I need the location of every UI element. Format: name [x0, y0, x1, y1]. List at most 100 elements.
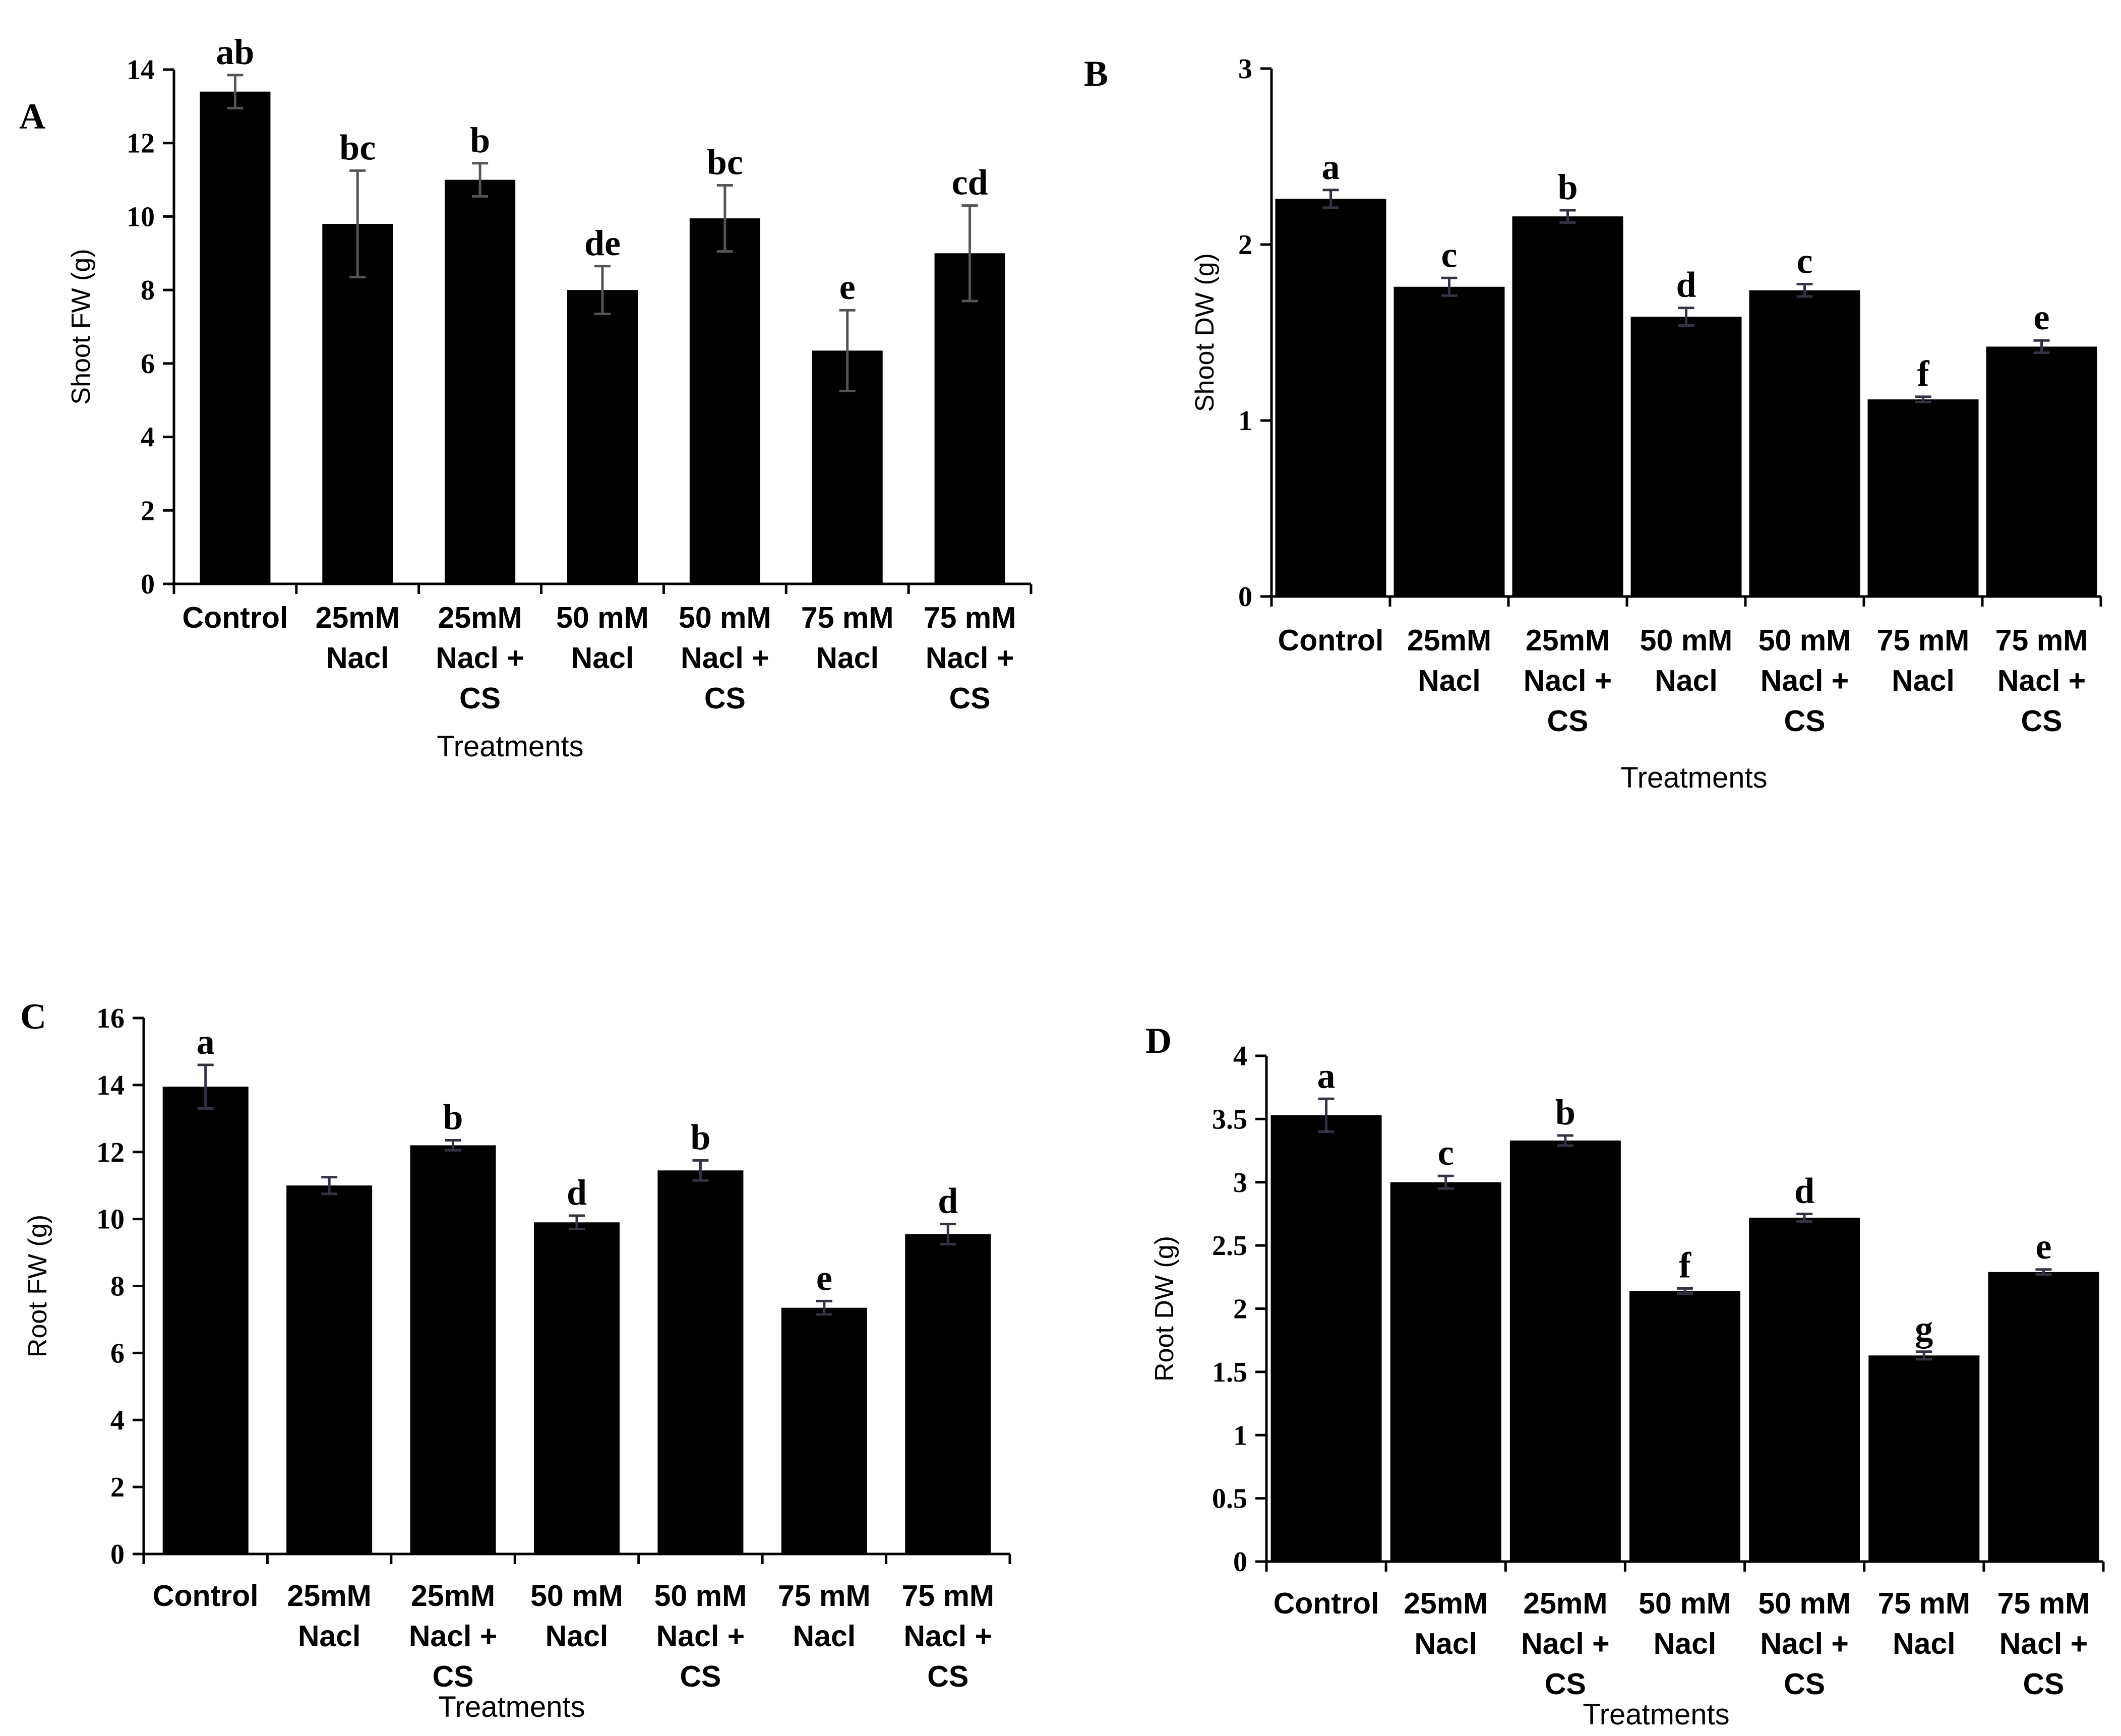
significance-letter: b: [1555, 1092, 1575, 1132]
y-tick-label: 14: [127, 54, 155, 86]
error-bar: [1557, 1134, 1573, 1147]
error-bar: [1916, 1350, 1932, 1361]
significance-letter: ab: [216, 32, 254, 72]
error-bar: [349, 169, 366, 279]
x-category-label: 25mM Nacl: [1404, 1587, 1488, 1660]
bar: [905, 1234, 991, 1554]
error-bar: [1437, 1174, 1454, 1190]
y-axis-title: Root FW (g): [23, 1215, 52, 1357]
significance-letter: e: [839, 267, 856, 307]
significance-letter: d: [938, 1181, 958, 1221]
significance-letter: b: [470, 120, 490, 160]
bar: [781, 1307, 867, 1554]
error-bar: [961, 204, 978, 303]
x-category-label: 50 mM Nacl: [556, 601, 649, 675]
error-bar: [2033, 339, 2050, 354]
y-axis-title: Shoot FW (g): [67, 249, 96, 404]
x-category-label: 25mM Nacl + CS: [1524, 624, 1612, 738]
x-axis-title: Treatments: [438, 1691, 585, 1723]
significance-letter: f: [1679, 1245, 1691, 1285]
x-category-label: 75 mM Nacl: [801, 601, 894, 675]
y-tick-label: 3: [1238, 53, 1252, 85]
significance-letter: a: [1322, 147, 1340, 187]
y-axis-title: Root DW (g): [1150, 1236, 1179, 1382]
significance-letter: cd: [952, 162, 988, 203]
x-category-label: 75 mM Nacl + CS: [1995, 624, 2088, 738]
y-tick-label: 16: [96, 1003, 125, 1034]
bar: [1390, 1182, 1501, 1562]
bar: [934, 253, 1005, 584]
y-tick-label: 4: [1233, 1041, 1247, 1072]
y-tick-label: 6: [141, 348, 155, 380]
panel-letter: D: [1145, 1021, 1172, 1061]
y-tick-label: 3: [1233, 1167, 1247, 1199]
significance-letter: b: [1557, 167, 1578, 207]
y-tick-label: 4: [110, 1405, 125, 1436]
x-category-label: 75 mM Nacl + CS: [924, 601, 1016, 715]
y-tick-label: 10: [96, 1204, 125, 1235]
bar: [1270, 1115, 1382, 1562]
bar: [445, 179, 516, 584]
error-bar: [227, 74, 244, 109]
x-axis-title: Treatments: [1620, 761, 1767, 794]
bar: [1629, 1291, 1740, 1562]
error-bar: [692, 1159, 709, 1182]
y-tick-label: 8: [110, 1271, 125, 1302]
y-tick-label: 1: [1238, 405, 1252, 437]
bar: [1867, 399, 1979, 596]
x-category-label: 50 mM Nacl + CS: [679, 601, 771, 715]
bar: [322, 224, 393, 584]
x-category-label: 25mM Nacl: [316, 601, 400, 675]
significance-letter: bc: [707, 142, 743, 183]
x-category-label: 50 mM Nacl + CS: [1759, 624, 1851, 738]
error-bar: [197, 1063, 214, 1110]
bar: [657, 1170, 744, 1554]
y-tick-label: 1: [1233, 1420, 1247, 1451]
y-tick-label: 8: [141, 275, 155, 306]
x-axis-title: Treatments: [1583, 1698, 1729, 1731]
panel-letter: B: [1084, 53, 1108, 94]
significance-letter: f: [1917, 353, 1930, 394]
error-bar: [1318, 1097, 1335, 1133]
y-tick-label: 4: [141, 422, 155, 453]
chart-panel-c: C 0 2 4 6 8 10 12 14 16 a Control 25mM Nacl b 25mM Nacl …: [20, 996, 1011, 1723]
error-bar: [1678, 307, 1694, 327]
significance-letter: e: [2034, 297, 2050, 337]
chart-panel-d: D 0 0.5 1 1.5 2 2.5 3 3.5 4 a Control c 25mM Nacl b 25mM…: [1145, 1021, 2105, 1731]
y-axis-title: Shoot DW (g): [1190, 253, 1220, 412]
bar: [1630, 317, 1742, 596]
bar: [1512, 216, 1623, 596]
bar: [1393, 286, 1505, 596]
bar: [200, 91, 271, 584]
y-tick-label: 0: [141, 569, 155, 600]
x-category-label: 50 mM Nacl + CS: [1758, 1587, 1851, 1701]
error-bar: [1559, 209, 1576, 224]
y-tick-label: 2: [1238, 229, 1252, 261]
x-category-label: 75 mM Nacl: [1877, 1587, 1970, 1660]
x-category-label: 75 mM Nacl + CS: [1997, 1587, 2090, 1701]
significance-letter: bc: [339, 127, 376, 167]
error-bar: [2035, 1268, 2052, 1276]
bar: [410, 1145, 496, 1554]
error-bar: [1322, 189, 1339, 209]
panel-letter: C: [20, 996, 46, 1037]
bar: [1988, 1272, 2099, 1562]
bar: [567, 290, 638, 584]
bar: [1509, 1141, 1621, 1562]
panel-letter: A: [19, 96, 45, 137]
y-tick-label: 2: [1233, 1294, 1247, 1325]
error-bar: [445, 1139, 461, 1152]
y-tick-label: 2.5: [1212, 1230, 1247, 1262]
significance-letter: c: [1797, 241, 1813, 281]
significance-letter: e: [816, 1258, 832, 1298]
significance-letter: c: [1438, 1132, 1454, 1173]
significance-letter: e: [2035, 1226, 2051, 1267]
x-category-label: 25mM Nacl: [287, 1579, 372, 1653]
chart-panel-a: A 0 2 4 6 8 10 12 14 ab Control bc 25mM Nacl b 25mM Nacl…: [19, 32, 1033, 763]
x-category-label: 50 mM Nacl + CS: [654, 1579, 747, 1693]
y-tick-label: 0: [110, 1539, 125, 1570]
error-bar: [1796, 283, 1813, 298]
error-bar: [569, 1214, 585, 1231]
significance-letter: c: [1441, 234, 1458, 275]
